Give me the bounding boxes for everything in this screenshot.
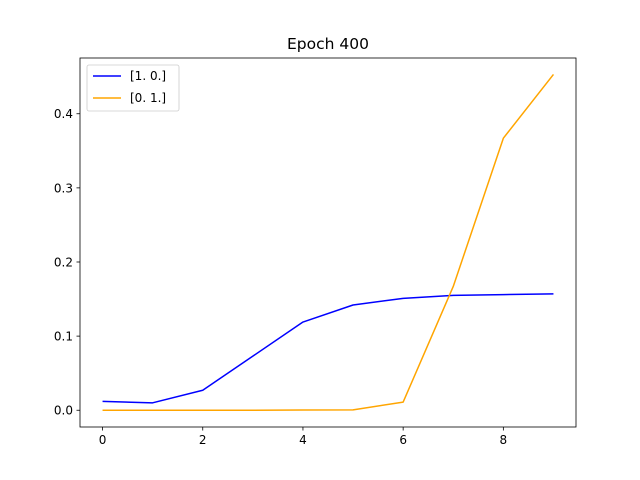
- legend: [1. 0.] [0. 1.]: [86, 64, 180, 112]
- plot-area-frame: [79, 57, 577, 428]
- legend-label-series-2: [0. 1.]: [130, 91, 166, 105]
- x-tick-label: 2: [199, 433, 207, 447]
- x-tick-label: 4: [299, 433, 307, 447]
- y-tick-label: 0.0: [54, 404, 73, 418]
- legend-label-series-1: [1. 0.]: [130, 69, 166, 83]
- y-axis-ticks: 0.0 0.1 0.2 0.3 0.4: [54, 107, 80, 418]
- y-tick-label: 0.3: [54, 181, 73, 195]
- series-line-1: [102, 293, 554, 404]
- y-tick-label: 0.4: [54, 107, 73, 121]
- series-layer: [102, 73, 555, 411]
- x-tick-label: 6: [399, 433, 407, 447]
- x-tick-label: 8: [500, 433, 508, 447]
- x-tick-label: 0: [99, 433, 107, 447]
- y-tick-label: 0.2: [54, 255, 73, 269]
- y-tick-label: 0.1: [54, 330, 73, 344]
- chart-title: Epoch 400: [287, 35, 369, 53]
- series-line-2: [102, 73, 555, 411]
- x-axis-ticks: 0 2 4 6 8: [99, 427, 507, 447]
